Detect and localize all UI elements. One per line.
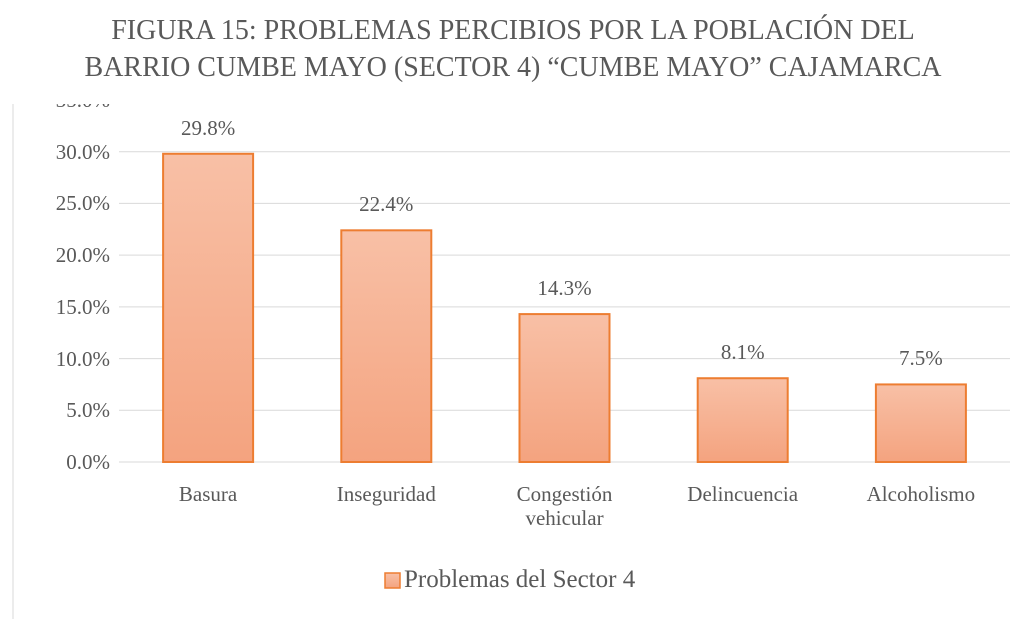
chart-title: FIGURA 15: PROBLEMAS PERCIBIOS POR LA PO… <box>111 15 915 46</box>
bar <box>340 229 433 463</box>
bar <box>162 152 255 463</box>
legend-swatch <box>384 572 401 589</box>
y-tick-label: 15.0% <box>55 294 110 319</box>
title-box <box>0 0 1026 104</box>
bar <box>518 313 611 463</box>
legend-label: Problemas del Sector 4 <box>404 566 636 593</box>
y-tick-label: 25.0% <box>55 191 110 216</box>
x-tick-label: Inseguridad <box>336 482 436 506</box>
value-label: 7.5% <box>899 346 943 371</box>
value-label: 8.1% <box>720 340 765 365</box>
x-tick-label: Delincuencia <box>687 482 799 506</box>
x-tick-label: Congestión vehicular <box>516 482 613 530</box>
value-label: 14.3% <box>537 276 592 301</box>
value-label: 22.4% <box>359 192 414 217</box>
value-label: 29.8% <box>180 115 236 140</box>
y-tick-label: 5.0% <box>66 398 110 423</box>
y-tick-label: 0.0% <box>66 450 110 474</box>
bar <box>696 377 789 464</box>
y-tick-label: 10.0% <box>55 346 110 371</box>
y-tick-label: 20.0% <box>55 243 110 268</box>
bar <box>874 383 967 463</box>
y-tick-label: 30.0% <box>55 139 110 164</box>
x-tick-label: Alcoholismo <box>866 482 976 506</box>
x-tick-label: Basura <box>178 482 238 506</box>
chart-title: BARRIO CUMBE MAYO (SECTOR 4) “CUMBE MAYO… <box>84 52 942 83</box>
